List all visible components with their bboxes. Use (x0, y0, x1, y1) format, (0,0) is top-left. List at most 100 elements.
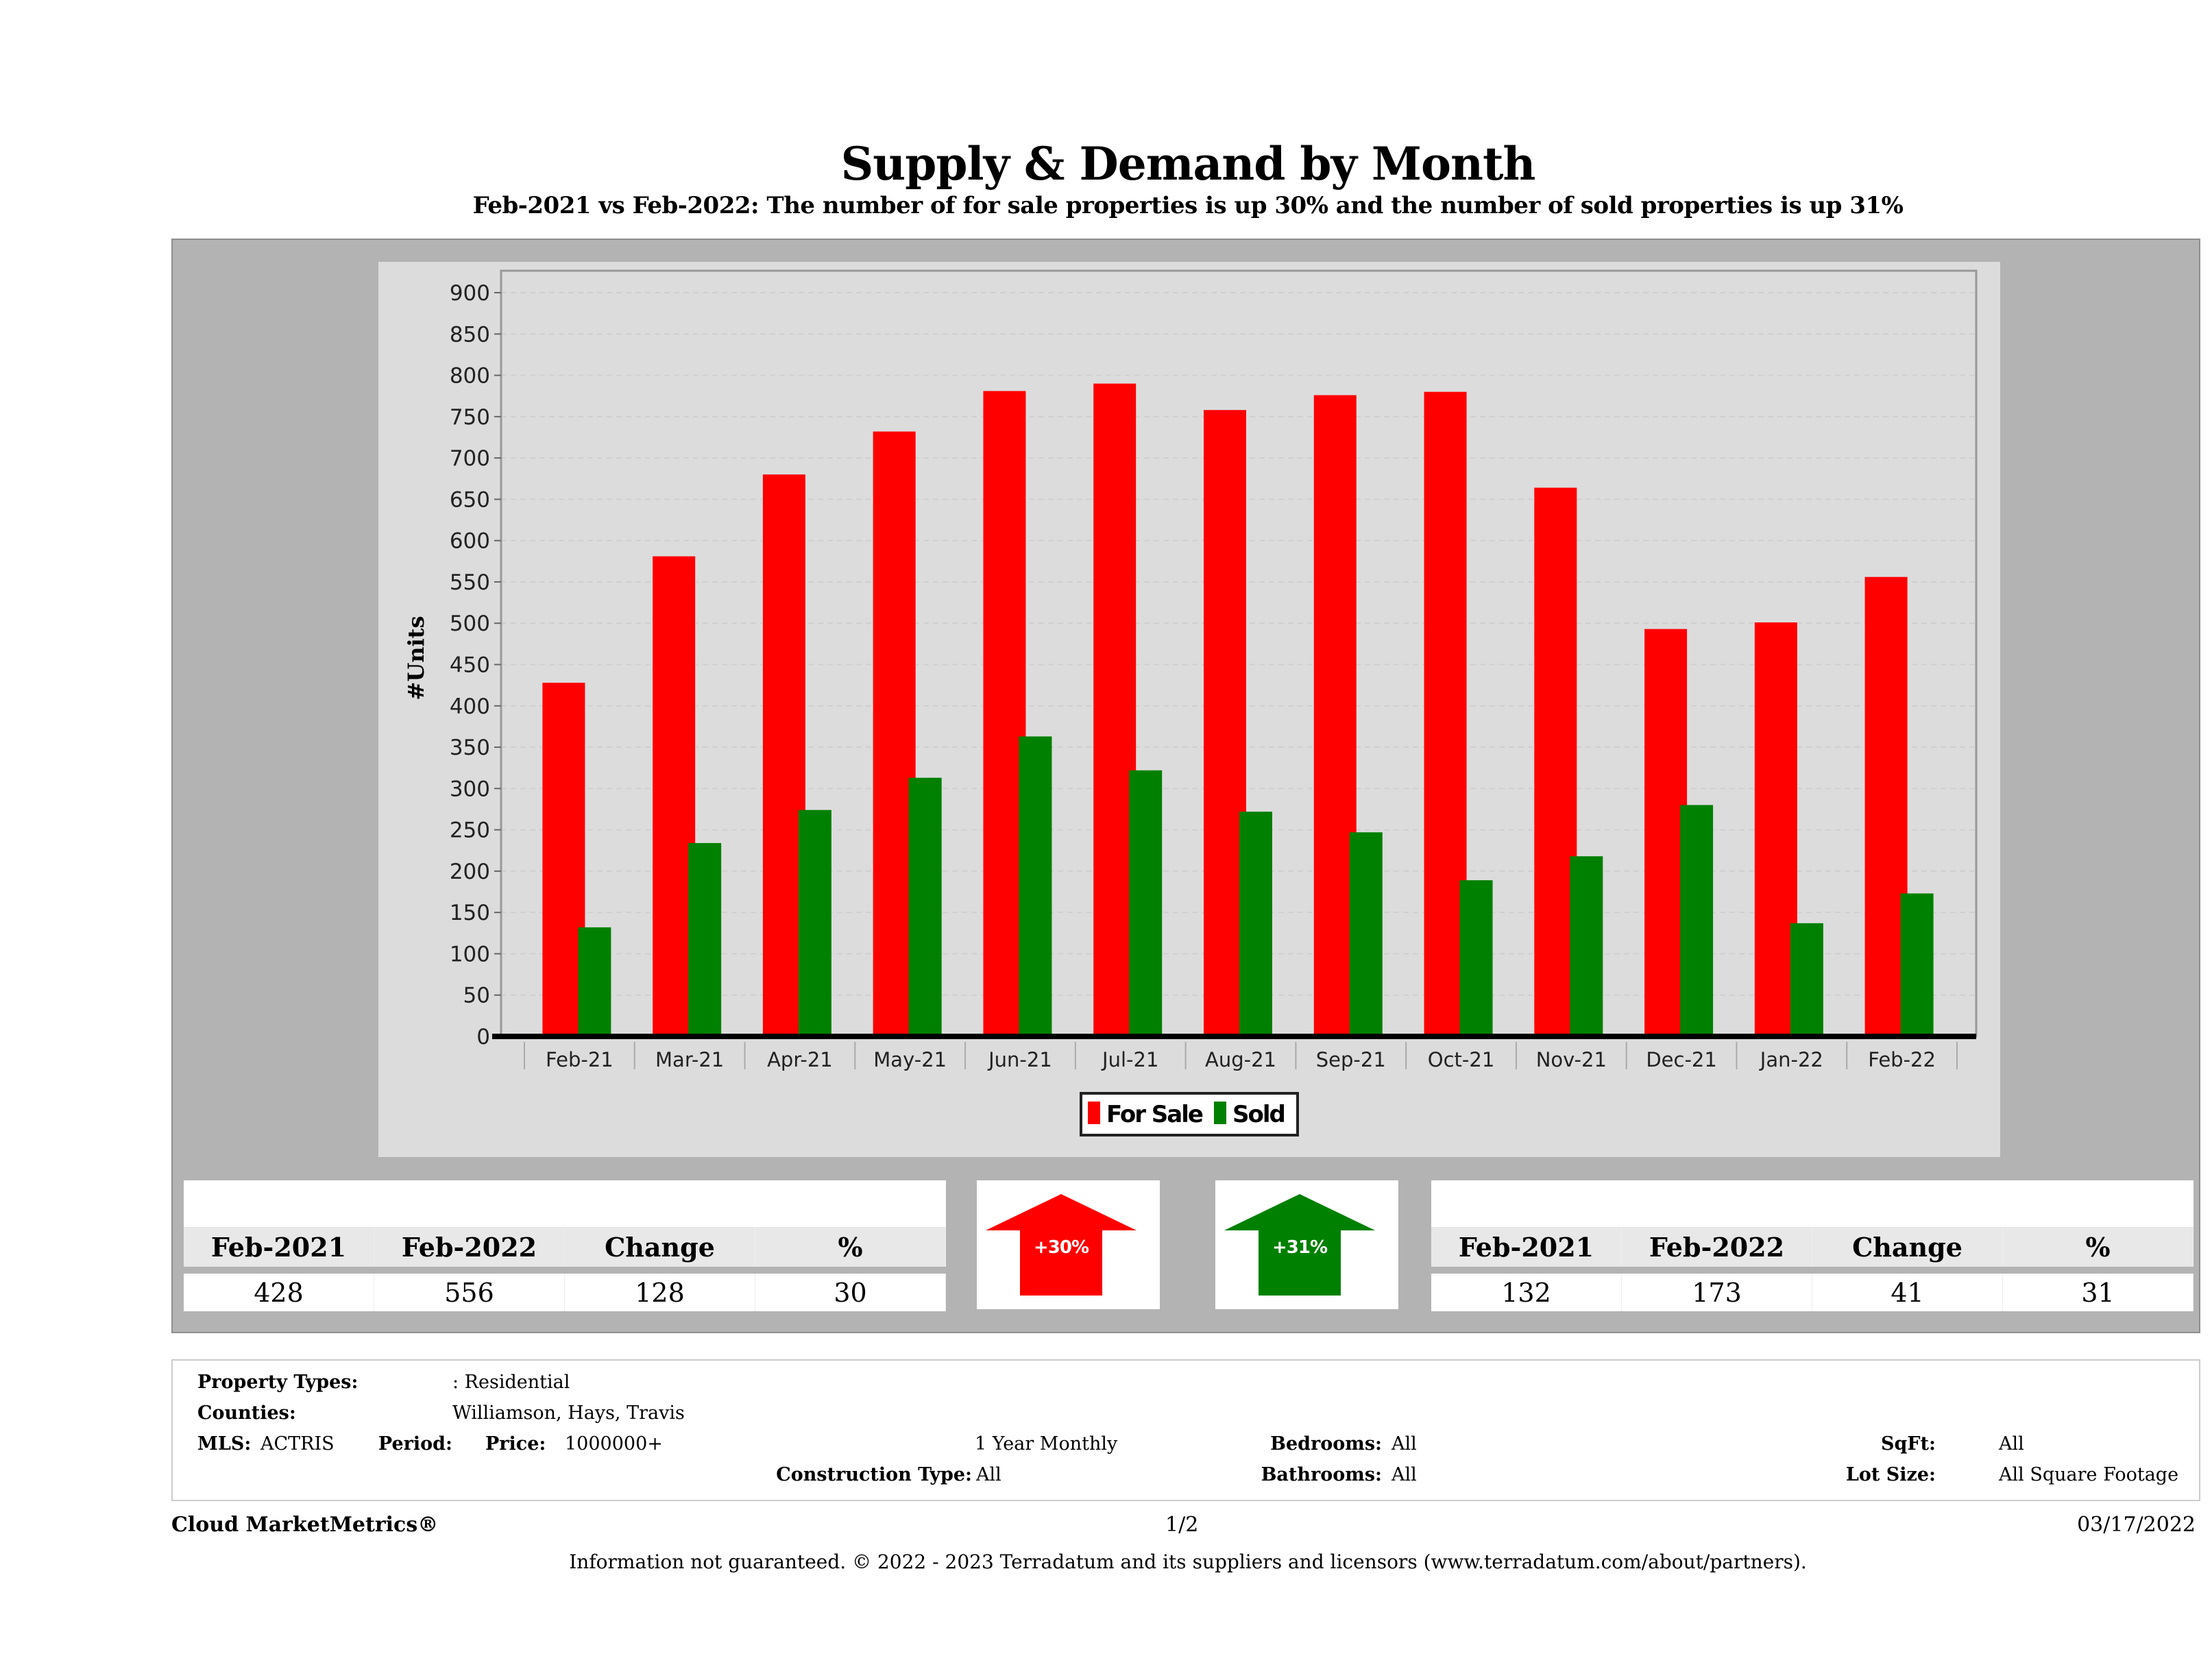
bar-for-sale (1534, 487, 1577, 1036)
value-percent: 30 (755, 1274, 946, 1311)
y-tick-label: 0 (476, 1025, 490, 1049)
value-feb-2022: 173 (1622, 1274, 1812, 1311)
bar-sold (1680, 805, 1714, 1036)
for-sale-change-indicator: +30% (977, 1180, 1160, 1309)
arrow-up-icon: +31% (1224, 1194, 1375, 1296)
y-tick-label: 850 (450, 322, 490, 347)
x-tick-label: Feb-21 (546, 1048, 613, 1071)
bathrooms-label: Bathrooms: (1261, 1464, 1382, 1485)
y-tick-label: 50 (463, 984, 490, 1008)
construction-type-value: All (976, 1464, 1001, 1485)
bar-sold (578, 927, 611, 1036)
page-title: Supply & Demand by Month (840, 137, 1536, 191)
x-tick-label: Aug-21 (1205, 1048, 1276, 1071)
page-number: 1/2 (1165, 1513, 1199, 1537)
property-types-label: Property Types: (197, 1372, 358, 1393)
legend-box (1080, 1092, 1299, 1136)
header-feb-2022: Feb-2022 (374, 1227, 565, 1267)
counties-value: Williamson, Hays, Travis (452, 1402, 685, 1424)
y-tick-label: 400 (450, 694, 490, 719)
bar-sold (1019, 736, 1052, 1036)
x-tick-label: Sep-21 (1316, 1048, 1386, 1071)
legend-label-sold: Sold (1232, 1101, 1285, 1128)
price-value: 1000000+ (565, 1433, 663, 1455)
y-tick-label: 650 (450, 487, 490, 512)
property-types-value: : Residential (452, 1372, 570, 1393)
header-feb-2021: Feb-2021 (1431, 1227, 1622, 1267)
y-tick-label: 750 (450, 405, 490, 430)
x-tick-label: Feb-22 (1868, 1048, 1936, 1071)
value-change: 128 (565, 1274, 755, 1311)
sold-change-label: +31% (1272, 1237, 1328, 1258)
price-label: Price: (485, 1433, 546, 1455)
legend-label-for-sale: For Sale (1106, 1101, 1203, 1128)
for-sale-summary-table: Feb-2021 Feb-2022 Change % 428 556 128 3… (184, 1180, 946, 1311)
x-tick-label: May-21 (873, 1048, 947, 1071)
x-tick-label: Dec-21 (1646, 1048, 1716, 1071)
bar-for-sale (983, 391, 1026, 1036)
x-tick-label: Nov-21 (1536, 1048, 1607, 1071)
header-percent: % (755, 1227, 946, 1267)
bar-for-sale (1093, 383, 1137, 1036)
sold-change-indicator: +31% (1215, 1180, 1398, 1309)
x-axis-ticks: Feb-21 Mar-21 Apr-21 May-21 Jun-21 Jul-21 Aug-… (524, 1042, 1958, 1071)
disclaimer: Information not guaranteed. © 2022 - 202… (569, 1551, 1807, 1573)
bar-sold (798, 810, 831, 1036)
arrow-up-icon: +30% (986, 1194, 1137, 1296)
x-tick-label: Oct-21 (1428, 1048, 1495, 1071)
bar-for-sale (542, 683, 585, 1036)
x-tick-label: Jan-22 (1759, 1048, 1823, 1071)
y-tick-label: 800 (450, 364, 490, 389)
bedrooms-label: Bedrooms: (1270, 1433, 1382, 1455)
bar-for-sale (762, 474, 805, 1036)
header-change: Change (565, 1227, 755, 1267)
bar-sold (1349, 832, 1383, 1036)
chart-background (378, 262, 2000, 1157)
y-tick-label: 600 (450, 529, 490, 554)
lot-size-value: All Square Footage (1999, 1464, 2179, 1485)
bar-sold (1570, 856, 1603, 1036)
legend-swatch-for-sale (1088, 1102, 1100, 1124)
bar-for-sale (1864, 576, 1908, 1036)
report-date: 03/17/2022 (2077, 1513, 2196, 1537)
y-tick-label: 450 (450, 653, 490, 678)
sold-summary-table: Feb-2021 Feb-2022 Change % 132 173 41 31 (1431, 1180, 2193, 1311)
bars (542, 383, 1934, 1036)
sqft-label: SqFt: (1881, 1433, 1936, 1455)
mls-value: ACTRIS (260, 1433, 335, 1455)
bar-sold (1129, 770, 1163, 1036)
for-sale-change-label: +30% (1034, 1237, 1089, 1258)
y-tick-label: 700 (450, 446, 490, 471)
bar-sold (1459, 880, 1493, 1036)
bar-for-sale (1424, 391, 1467, 1036)
bar-for-sale (1644, 629, 1688, 1036)
counties-label: Counties: (197, 1402, 296, 1424)
page-subtitle: Feb-2021 vs Feb-2022: The number of for … (472, 192, 1904, 219)
table-header-row: Feb-2021 Feb-2022 Change % (1431, 1227, 2193, 1267)
header-change: Change (1812, 1227, 2003, 1267)
y-tick-label: 100 (450, 942, 490, 966)
y-tick-label: 300 (450, 777, 490, 801)
value-feb-2021: 428 (184, 1274, 374, 1311)
bar-for-sale (653, 556, 696, 1036)
bar-sold (908, 777, 942, 1036)
value-percent: 31 (2003, 1274, 2193, 1311)
x-tick-label: Apr-21 (767, 1048, 833, 1071)
mls-label: MLS: (197, 1433, 252, 1455)
y-tick-label: 150 (450, 901, 490, 925)
y-tick-label: 550 (450, 570, 490, 595)
sqft-value: All (1999, 1433, 2024, 1455)
bar-for-sale (1204, 410, 1246, 1036)
y-tick-label: 200 (450, 860, 490, 884)
x-tick-label: Jul-21 (1101, 1048, 1158, 1071)
y-tick-label: 900 (450, 281, 490, 306)
period-label: Period: (378, 1433, 452, 1455)
bedrooms-value: All (1391, 1433, 1417, 1455)
brand-name: Cloud MarketMetrics® (171, 1513, 439, 1537)
header-percent: % (2003, 1227, 2193, 1267)
bar-sold (1900, 893, 1934, 1036)
table-row: 428 556 128 30 (184, 1274, 946, 1311)
bar-sold (688, 842, 722, 1036)
bar-chart: 0 50 100 150 200 250 300 350 400 450 500 550 600 650 7… (403, 269, 1978, 1136)
y-tick-label: 250 (450, 818, 490, 843)
